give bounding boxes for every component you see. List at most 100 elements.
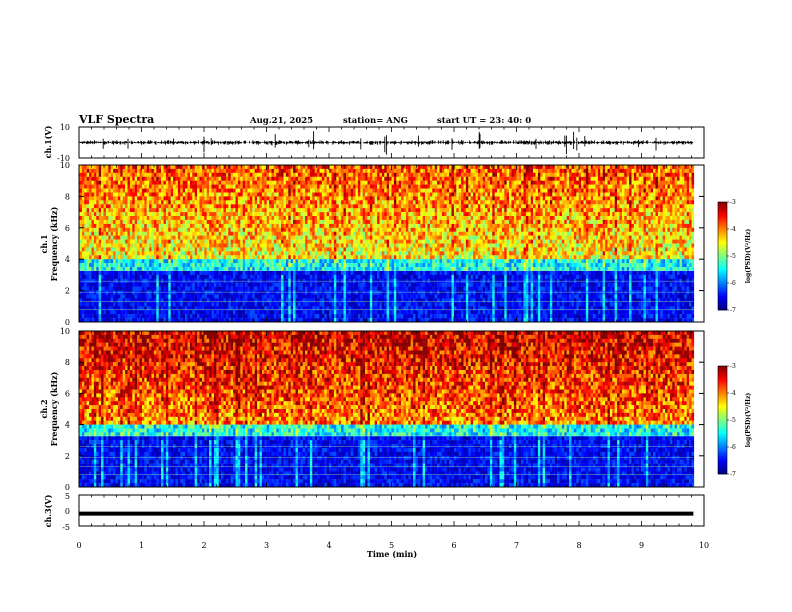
spectrogram-cell <box>243 204 246 208</box>
spectrogram-cell <box>312 181 315 185</box>
spectrogram-cell <box>106 177 109 181</box>
spectrogram-cell <box>156 236 159 240</box>
spectrogram-cell <box>317 196 320 200</box>
spectrogram-cell <box>99 185 102 189</box>
spectrogram-cell <box>353 255 356 259</box>
spectrogram-cell <box>245 204 248 208</box>
spectrogram-cell <box>336 165 339 169</box>
spectrogram-cell <box>192 185 195 189</box>
spectrogram-cell <box>132 267 135 271</box>
spectrogram-cell <box>298 185 301 189</box>
spectrogram-cell <box>348 196 351 200</box>
spectrogram-cell <box>274 193 277 197</box>
spectrogram-cell <box>303 220 306 224</box>
spectrogram-cell <box>291 224 294 228</box>
spectrogram-cell <box>329 314 332 318</box>
spectrogram-cell <box>120 275 123 279</box>
spectrogram-cell <box>267 306 270 310</box>
station-label: station= ANG <box>343 116 408 126</box>
spectrogram-cell <box>310 247 313 251</box>
spectrogram-cell <box>171 204 174 208</box>
spectrogram-cell <box>348 259 351 263</box>
spectrogram-cell <box>226 232 229 236</box>
spectrogram-cell <box>269 224 272 228</box>
spectrogram-cell <box>178 247 181 251</box>
spectrogram-cell <box>339 287 342 291</box>
spectrogram-cell <box>356 298 359 302</box>
spectrogram-cell <box>243 267 246 271</box>
spectrogram-cell <box>252 275 255 279</box>
spectrogram-cell <box>358 220 361 224</box>
spectrogram-cell <box>308 232 311 236</box>
spectrogram-cell <box>315 173 318 177</box>
spectrogram-cell <box>310 271 313 275</box>
spectrogram-cell <box>224 287 227 291</box>
spectrogram-cell <box>173 291 176 295</box>
spectrogram-cell <box>224 298 227 302</box>
spectrogram-cell <box>178 236 181 240</box>
spectrogram-cell <box>312 306 315 310</box>
spectrogram-cell <box>96 259 99 263</box>
spectrogram-cell <box>250 224 253 228</box>
spectrogram-cell <box>324 283 327 287</box>
spectrogram-cell <box>80 310 83 314</box>
spectrogram-cell <box>87 283 90 287</box>
spectrogram-cell <box>260 181 263 185</box>
spectrogram-cell <box>269 200 272 204</box>
spectrogram-cell <box>128 196 131 200</box>
spectrogram-cell <box>185 185 188 189</box>
spectrogram-cell <box>99 283 102 287</box>
spectrogram-cell <box>250 283 253 287</box>
spectrogram-cell <box>226 189 229 193</box>
spectrogram-cell <box>322 306 325 310</box>
spectrogram-cell <box>303 236 306 240</box>
spectrogram-cell <box>123 314 126 318</box>
spectrogram-cell <box>197 193 200 197</box>
spectrogram-cell <box>269 212 272 216</box>
spectrogram-cell <box>125 287 128 291</box>
spectrogram-cell <box>370 216 373 220</box>
spectrogram-cell <box>339 247 342 251</box>
spectrogram-cell <box>267 220 270 224</box>
spectrogram-cell <box>120 196 123 200</box>
spectrogram-cell <box>262 279 265 283</box>
spectrogram-cell <box>164 240 167 244</box>
spectrogram-cell <box>255 244 258 248</box>
spectrogram-cell <box>358 193 361 197</box>
spectrogram-cell <box>360 251 363 255</box>
spectrogram-cell <box>348 267 351 271</box>
spectrogram-cell <box>356 275 359 279</box>
spectrogram-cell <box>320 200 323 204</box>
spectrogram-cell <box>236 173 239 177</box>
spectrogram-cell <box>156 271 159 275</box>
spectrogram-cell <box>180 189 183 193</box>
spectrogram-cell <box>120 259 123 263</box>
spectrogram-cell <box>144 271 147 275</box>
spectrogram-cell <box>279 216 282 220</box>
spectrogram-cell <box>219 259 222 263</box>
spectrogram-cell <box>245 169 248 173</box>
spectrogram-cell <box>176 236 179 240</box>
spectrogram-cell <box>284 255 287 259</box>
spectrogram-cell <box>221 236 224 240</box>
spectrogram-cell <box>288 177 291 181</box>
spectrogram-cell <box>159 244 162 248</box>
spectrogram-cell <box>152 298 155 302</box>
spectrogram-cell <box>360 204 363 208</box>
spectrogram-cell <box>372 173 375 177</box>
spectrogram-cell <box>252 200 255 204</box>
spectrogram-cell <box>99 200 102 204</box>
spectrogram-cell <box>260 279 263 283</box>
spectrogram-cell <box>344 267 347 271</box>
spectrogram-cell <box>197 279 200 283</box>
spectrogram-cell <box>308 302 311 306</box>
spectrogram-cell <box>360 244 363 248</box>
spectrogram-cell <box>209 200 212 204</box>
spectrogram-cell <box>219 204 222 208</box>
spectrogram-cell <box>149 251 152 255</box>
spectrogram-cell <box>243 173 246 177</box>
spectrogram-cell <box>132 306 135 310</box>
spectrogram-cell <box>168 306 171 310</box>
spectrogram-cell <box>125 204 128 208</box>
spectrogram-cell <box>332 200 335 204</box>
